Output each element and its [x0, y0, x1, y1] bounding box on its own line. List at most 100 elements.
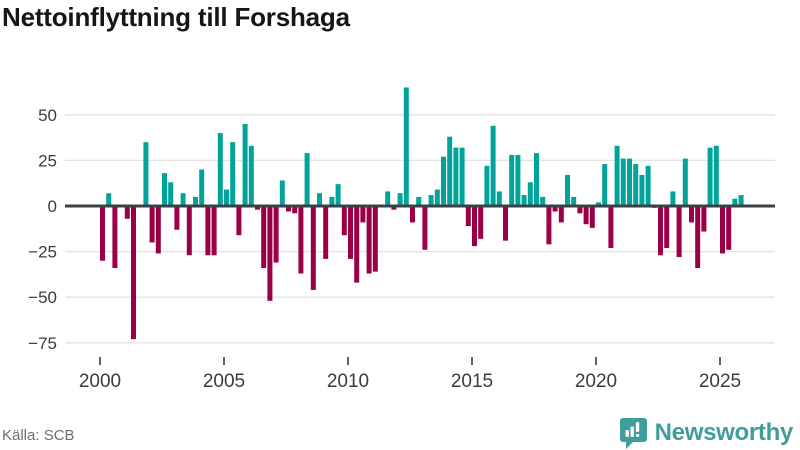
- x-tick-label: 2020: [575, 371, 617, 392]
- bar-2016q2: 2016 Q2: -19: [503, 206, 508, 241]
- bar-2009q1: 2009 Q1: -29: [323, 206, 329, 259]
- bar-2015q1: 2015 Q1: -22: [472, 206, 477, 247]
- bar-2016q1: 2016 Q1: 8: [496, 191, 502, 206]
- bar-2003q3: 2003 Q3: -27: [186, 206, 192, 256]
- bar-2019q4: 2019 Q4: -12: [589, 206, 595, 228]
- bar-2012q4: 2012 Q4: 5: [416, 196, 422, 206]
- bar-2016q4: 2016 Q4: 28: [515, 154, 521, 206]
- bar-2023q4: 2023 Q4: -9: [689, 206, 694, 223]
- bar-2017q2: 2017 Q2: 13: [527, 182, 533, 206]
- bar-2017q3: 2017 Q3: 29: [534, 153, 539, 206]
- bar-2019q2: 2019 Q2: -4: [577, 206, 583, 214]
- icon-exclamation-dot: [635, 434, 639, 437]
- newsworthy-brand-name: Newsworthy: [654, 419, 794, 446]
- bar-2013q2: 2013 Q2: 6: [428, 195, 434, 206]
- bar-2013q3: 2013 Q3: 9: [434, 189, 440, 206]
- bar-2022q4: 2022 Q4: -23: [664, 206, 670, 248]
- bar-2006q1: 2006 Q1: 33: [248, 145, 254, 206]
- bar-2012q1: 2012 Q1: 7: [397, 193, 403, 206]
- bar-2005q2: 2005 Q2: 35: [230, 142, 236, 206]
- bar-2021q1: 2021 Q1: 26: [620, 158, 626, 206]
- newsworthy-speech-bubble-bar-chart-icon: [619, 418, 647, 449]
- bar-2017q1: 2017 Q1: 6: [521, 195, 527, 206]
- y-tick-label: 0: [48, 197, 57, 216]
- bar-2023q3: 2023 Q3: 26: [682, 158, 688, 206]
- y-tick-label: −75: [28, 334, 57, 353]
- y-tick-label: 50: [38, 106, 57, 125]
- bar-2004q3: 2004 Q3: -27: [211, 206, 217, 256]
- bar-2021q4: 2021 Q4: 17: [639, 174, 645, 206]
- bar-2013q4: 2013 Q4: 27: [441, 156, 446, 206]
- bar-2023q1: 2023 Q1: 8: [670, 191, 676, 206]
- bar-2025q4: 2025 Q4: 6: [738, 195, 744, 206]
- bar-2014q1: 2014 Q1: 38: [447, 136, 453, 206]
- bar-2005q4: 2005 Q4: 45: [242, 123, 248, 206]
- bar-2010q3: 2010 Q3: -9: [360, 206, 366, 223]
- x-tick-label: 2010: [327, 371, 369, 392]
- bar-2002q4: 2002 Q4: 13: [168, 182, 174, 206]
- bar-2000q1: 2000 Q1: -30: [100, 206, 105, 261]
- x-tick-label: 2025: [699, 371, 741, 392]
- bar-2019q3: 2019 Q3: -10: [583, 206, 589, 225]
- bar-2003q1: 2003 Q1: -13: [174, 206, 180, 230]
- bar-2013q1: 2013 Q1: -24: [422, 206, 428, 250]
- bar-2011q3: 2011 Q3: 8: [385, 191, 391, 206]
- bar-2006q3: 2006 Q3: -34: [261, 206, 267, 269]
- bar-2021q3: 2021 Q3: 23: [633, 164, 639, 206]
- bar-2011q1: 2011 Q1: -36: [372, 206, 378, 272]
- x-tick-label: 2000: [79, 371, 121, 392]
- bar-2017q4: 2017 Q4: 5: [540, 196, 546, 206]
- bar-2006q4: 2006 Q4: -52: [267, 206, 273, 301]
- bar-2024q3: 2024 Q3: 32: [707, 147, 713, 206]
- bar-2025q1: 2025 Q1: -26: [720, 206, 725, 254]
- bar-2000q3: 2000 Q3: -34: [112, 206, 118, 269]
- bar-2015q3: 2015 Q3: 22: [484, 165, 490, 206]
- bar-2010q2: 2010 Q2: -42: [354, 206, 360, 283]
- bar-2009q2: 2009 Q2: 5: [329, 196, 335, 206]
- bar-2005q3: 2005 Q3: -16: [236, 206, 242, 236]
- bar-2024q1: 2024 Q1: -34: [695, 206, 701, 269]
- bar-2012q3: 2012 Q3: -9: [410, 206, 415, 223]
- bar-2004q4: 2004 Q4: 40: [217, 133, 223, 206]
- bar-2025q3: 2025 Q3: 4: [732, 198, 738, 206]
- bar-2001q1: 2001 Q1: -7: [124, 206, 130, 219]
- bar-2020q3: 2020 Q3: -23: [608, 206, 614, 248]
- bar-2024q2: 2024 Q2: -14: [701, 206, 707, 232]
- bar-2002q2: 2002 Q2: -26: [155, 206, 161, 254]
- bar-2012q2: 2012 Q2: 65: [403, 87, 409, 206]
- bar-2002q1: 2002 Q1: -20: [149, 206, 155, 243]
- bar-2009q3: 2009 Q3: 12: [335, 184, 341, 206]
- bar-2018q4: 2018 Q4: 17: [565, 174, 570, 206]
- bar-2008q4: 2008 Q4: 7: [317, 193, 322, 206]
- newsworthy-brand[interactable]: Newsworthy: [619, 416, 793, 450]
- bar-2003q2: 2003 Q2: 7: [180, 193, 186, 206]
- bar-2018q1: 2018 Q1: -21: [546, 206, 552, 245]
- icon-bar-short: [625, 430, 629, 437]
- bar-2003q4: 2003 Q4: 5: [193, 196, 198, 206]
- bar-2006q2: 2006 Q2: -2: [255, 206, 260, 210]
- bar-2007q1: 2007 Q1: -31: [273, 206, 279, 263]
- bar-2018q2: 2018 Q2: -3: [552, 206, 558, 212]
- bar-2000q2: 2000 Q2: 7: [106, 193, 112, 206]
- bar-2015q2: 2015 Q2: -18: [478, 206, 484, 239]
- y-tick-label: −25: [28, 243, 57, 262]
- bar-2001q2: 2001 Q2: -73: [131, 206, 136, 340]
- bar-2007q2: 2007 Q2: 14: [279, 180, 285, 206]
- bar-2014q3: 2014 Q3: 32: [459, 147, 465, 206]
- bar-2001q4: 2001 Q4: 35: [143, 142, 149, 206]
- bar-2008q2: 2008 Q2: 29: [304, 153, 310, 206]
- bar-2010q1: 2010 Q1: -29: [348, 206, 353, 259]
- bar-2022q3: 2022 Q3: -27: [658, 206, 663, 256]
- icon-bar-tall: [630, 426, 634, 437]
- bar-2021q2: 2021 Q2: 26: [627, 158, 632, 206]
- bar-2022q1: 2022 Q1: 22: [645, 165, 651, 206]
- icon-exclamation-stem: [635, 422, 639, 432]
- bar-2007q4: 2007 Q4: -4: [292, 206, 298, 214]
- y-tick-label: 25: [38, 151, 57, 170]
- bar-2020q4: 2020 Q4: 33: [614, 145, 620, 206]
- bar-2020q1: 2020 Q1: 2: [596, 202, 601, 206]
- bar-2024q4: 2024 Q4: 33: [713, 145, 719, 206]
- bar-2025q2: 2025 Q2: -24: [726, 206, 732, 250]
- bar-2008q3: 2008 Q3: -46: [310, 206, 316, 290]
